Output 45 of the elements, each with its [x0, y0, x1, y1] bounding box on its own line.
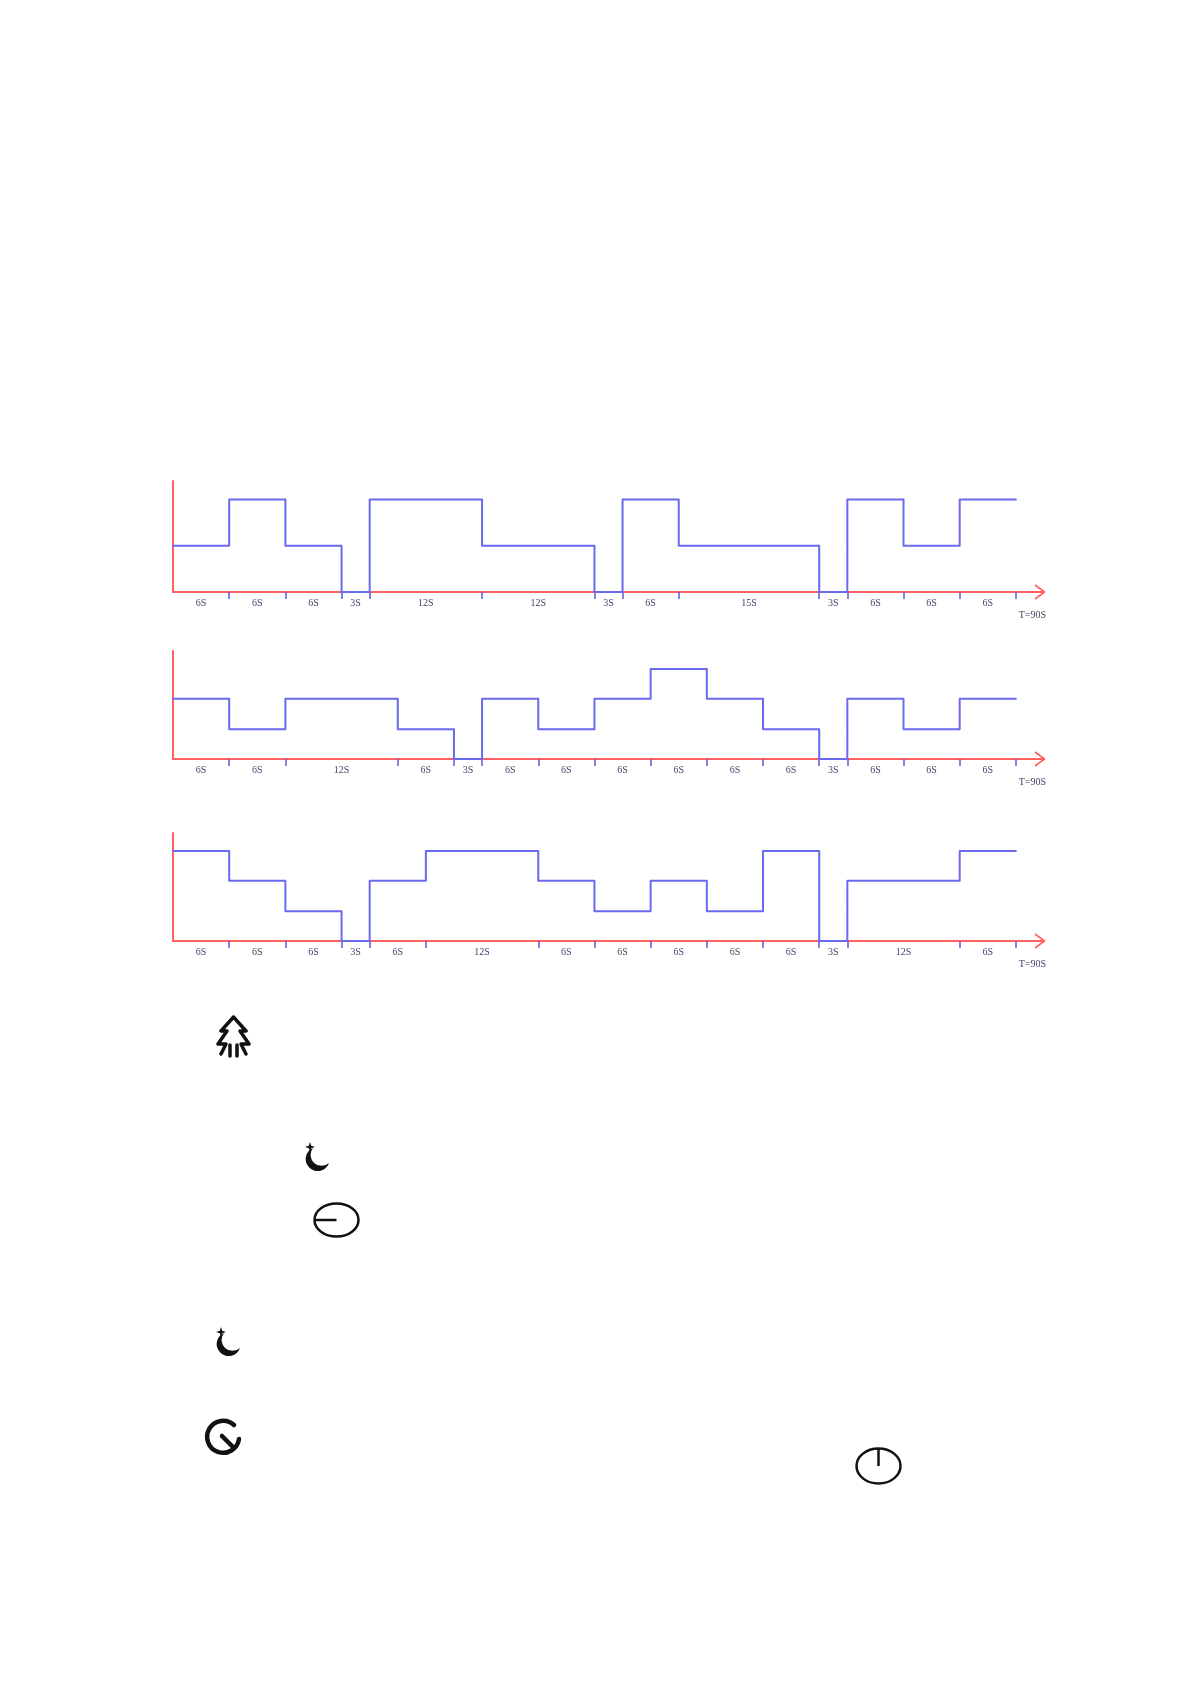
- x-tick-label: 3S: [827, 596, 839, 608]
- x-tick-label: 12S: [474, 945, 490, 957]
- x-tick-label: 6S: [195, 763, 207, 775]
- x-tick-label: 3S: [350, 945, 361, 957]
- x-tick-label: 6S: [561, 763, 572, 775]
- x-tick-label: 6S: [982, 945, 994, 957]
- x-tick-label: 6S: [617, 945, 628, 957]
- x-tick-label: 6S: [982, 763, 994, 775]
- x-tick-label: 6S: [420, 763, 432, 775]
- x-tick-label: 6S: [926, 763, 937, 775]
- x-axis-title: T=90S: [1018, 608, 1046, 620]
- x-tick-label: 6S: [561, 945, 572, 957]
- x-tick-label: 6S: [504, 763, 516, 775]
- x-tick-label: 6S: [673, 763, 685, 775]
- x-tick-label: 6S: [308, 945, 319, 957]
- x-tick-label: 3S: [827, 945, 839, 957]
- x-tick-label: 6S: [252, 596, 263, 608]
- x-tick-label: 12S: [333, 763, 350, 775]
- x-tick-label: 12S: [418, 596, 434, 608]
- x-tick-label: 3S: [827, 763, 839, 775]
- x-tick-label: 3S: [462, 763, 474, 775]
- x-tick-label: 6S: [926, 596, 937, 608]
- x-tick-label: 6S: [729, 763, 741, 775]
- x-tick-label: 6S: [785, 945, 797, 957]
- x-tick-label: 6S: [729, 945, 741, 957]
- x-tick-label: 6S: [195, 596, 207, 608]
- x-tick-label: 6S: [392, 945, 404, 957]
- x-tick-label: 15S: [741, 596, 757, 608]
- x-tick-label: 6S: [195, 945, 207, 957]
- x-tick-label: 6S: [982, 596, 994, 608]
- x-tick-label: 6S: [870, 596, 881, 608]
- x-axis-title: T=90S: [1018, 775, 1046, 787]
- x-tick-label: 3S: [350, 596, 361, 608]
- x-tick-label: 6S: [308, 596, 319, 608]
- x-tick-label: 6S: [252, 763, 263, 775]
- x-tick-label: 3S: [603, 596, 614, 608]
- x-tick-label: 6S: [870, 763, 881, 775]
- x-tick-label: 6S: [252, 945, 263, 957]
- x-tick-label: 6S: [673, 945, 685, 957]
- x-tick-label: 12S: [895, 945, 912, 957]
- x-tick-label: 6S: [617, 763, 628, 775]
- x-axis-title: T=90S: [1018, 957, 1046, 969]
- x-tick-label: 12S: [530, 596, 547, 608]
- x-tick-label: 6S: [645, 596, 656, 608]
- x-tick-label: 6S: [785, 763, 797, 775]
